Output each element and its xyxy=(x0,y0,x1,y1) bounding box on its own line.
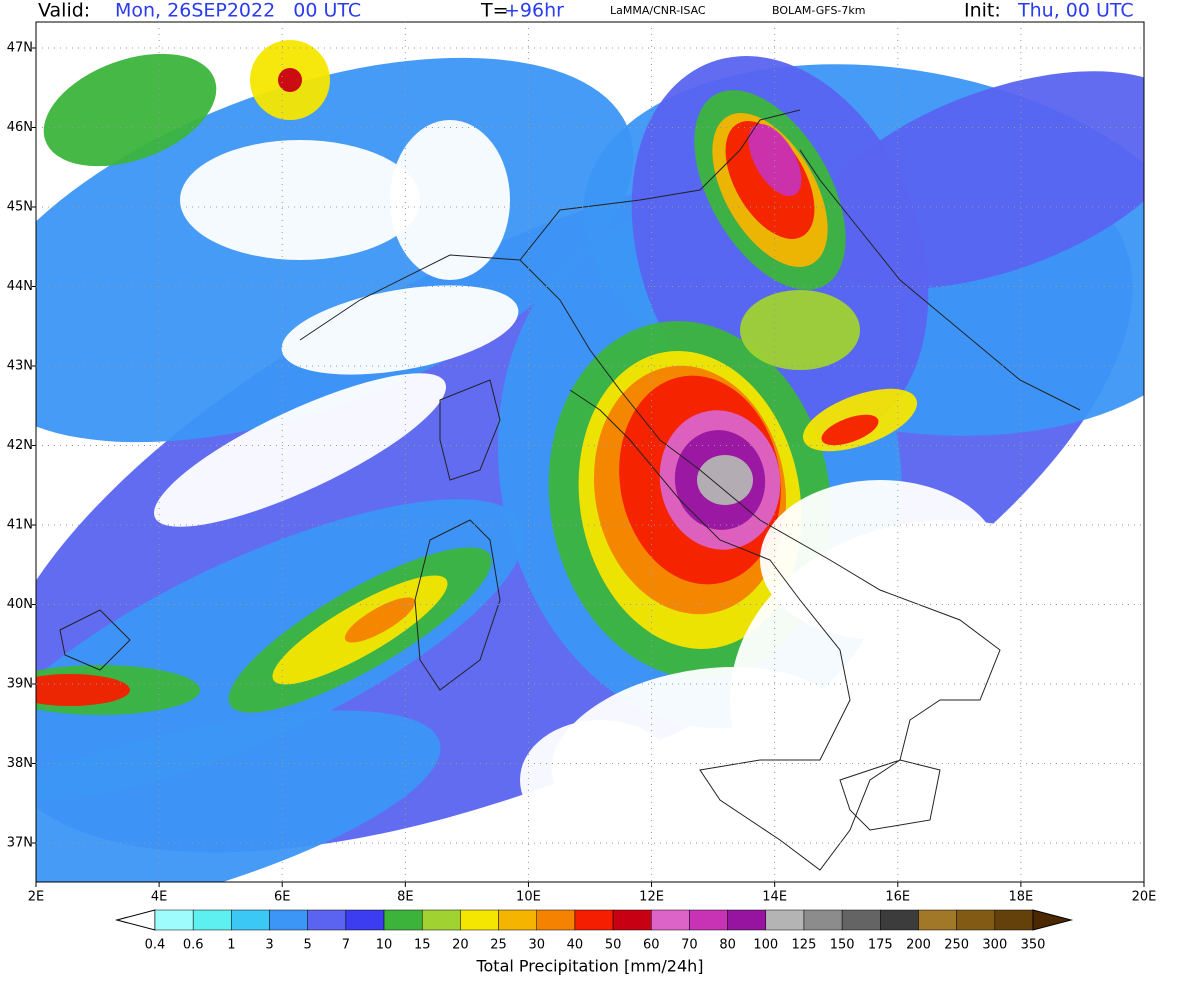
legend-tick-label: 175 xyxy=(868,938,893,953)
legend-swatch xyxy=(612,909,652,931)
legend-swatch xyxy=(918,909,957,931)
valid-value: Mon, 26SEP2022 00 UTC xyxy=(115,0,361,22)
lon-tick-label: 16E xyxy=(885,890,910,905)
legend-arrow-low xyxy=(114,909,156,931)
legend-tick-label: 150 xyxy=(830,938,855,953)
lon-tick-label: 10E xyxy=(516,890,541,905)
legend-swatch xyxy=(956,909,996,931)
lat-tick-label: 47N xyxy=(7,41,33,56)
precip-area xyxy=(36,710,441,882)
precip-area xyxy=(344,597,416,643)
legend-swatch xyxy=(841,909,881,931)
legend-swatch xyxy=(574,909,614,931)
lat-tick-label: 42N xyxy=(7,438,33,453)
lat-tick-label: 44N xyxy=(7,279,33,294)
legend-title: Total Precipitation [mm/24h] xyxy=(475,957,703,976)
legend-swatch xyxy=(154,909,194,931)
legend-tick-label: 250 xyxy=(944,938,969,953)
legend-tick-label: 1 xyxy=(227,938,235,953)
legend-swatch xyxy=(192,909,232,931)
legend-swatch xyxy=(536,909,576,931)
legend-tick-label: 7 xyxy=(342,938,350,953)
precip-area xyxy=(760,480,1000,640)
lat-tick-label: 46N xyxy=(7,120,33,135)
legend-swatch xyxy=(498,909,537,931)
lat-tick-label: 38N xyxy=(7,756,33,771)
lon-tick-label: 12E xyxy=(639,890,664,905)
precip-area xyxy=(740,290,860,370)
precip-area xyxy=(821,414,879,446)
lat-tick-label: 45N xyxy=(7,200,33,215)
legend-tick-label: 300 xyxy=(982,938,1007,953)
legend-swatch xyxy=(765,909,805,931)
legend-swatch xyxy=(880,909,919,931)
legend-tick-label: 30 xyxy=(528,938,545,953)
legend-swatch xyxy=(307,909,347,931)
lon-tick-label: 18E xyxy=(1009,890,1034,905)
legend-tick-label: 5 xyxy=(304,938,312,953)
precip-area xyxy=(390,120,510,280)
lat-tick-label: 37N xyxy=(7,836,33,851)
legend-tick-label: 10 xyxy=(376,938,393,953)
legend-swatch xyxy=(994,909,1034,931)
legend-tick-label: 25 xyxy=(490,938,507,953)
valid-label: Valid: xyxy=(38,0,90,22)
legend-tick-label: 60 xyxy=(643,938,660,953)
lat-tick-label: 39N xyxy=(7,677,33,692)
source: LaMMA/CNR-ISAC xyxy=(610,4,706,17)
legend-swatch xyxy=(383,909,423,931)
lat-tick-label: 40N xyxy=(7,597,33,612)
legend-tick-label: 40 xyxy=(567,938,584,953)
init-label: Init: xyxy=(964,0,1001,22)
model: BOLAM-GFS-7km xyxy=(772,4,865,17)
precip-area xyxy=(154,373,446,527)
legend-tick-label: 200 xyxy=(906,938,931,953)
init-value: Thu, 00 UTC xyxy=(1017,0,1134,22)
legend-swatch xyxy=(651,909,690,931)
legend-swatch xyxy=(269,909,308,931)
legend-tick-label: 50 xyxy=(605,938,622,953)
legend-arrow-high xyxy=(1032,909,1074,931)
lon-tick-label: 6E xyxy=(274,890,291,905)
precip-area xyxy=(43,53,217,167)
lon-tick-label: 4E xyxy=(151,890,168,905)
legend-tick-label: 3 xyxy=(265,938,273,953)
legend-tick-label: 70 xyxy=(681,938,698,953)
legend-tick-label: 15 xyxy=(414,938,431,953)
coastlines xyxy=(59,109,1081,871)
precip-area xyxy=(697,455,753,505)
precip-area xyxy=(180,140,420,260)
legend-swatch xyxy=(345,909,385,931)
precip-area xyxy=(281,285,519,375)
legend-tick-label: 100 xyxy=(753,938,778,953)
lon-tick-label: 20E xyxy=(1132,890,1157,905)
legend-tick-label: 0.6 xyxy=(183,938,204,953)
lon-tick-label: 2E xyxy=(28,890,45,905)
legend-tick-label: 350 xyxy=(1021,938,1046,953)
legend-swatch xyxy=(803,909,843,931)
header: Valid: Mon, 26SEP2022 00 UTC T= +96hr La… xyxy=(38,0,1134,22)
legend-tick-label: 80 xyxy=(719,938,736,953)
precip-area xyxy=(520,720,680,840)
lead-value: +96hr xyxy=(504,0,564,22)
legend-tick-label: 20 xyxy=(452,938,469,953)
legend-tick-label: 125 xyxy=(792,938,817,953)
legend-swatch xyxy=(727,909,767,931)
legend-swatch xyxy=(421,909,461,931)
map-frame xyxy=(35,21,1145,883)
legend-tick-label: 0.4 xyxy=(145,938,166,953)
lon-tick-label: 14E xyxy=(762,890,787,905)
legend-swatch xyxy=(460,909,499,931)
lat-tick-label: 43N xyxy=(7,359,33,374)
legend-swatch xyxy=(231,909,270,931)
lead-label: T= xyxy=(480,0,509,22)
lat-tick-label: 41N xyxy=(7,518,33,533)
precip-area xyxy=(36,674,130,706)
lon-tick-label: 8E xyxy=(397,890,414,905)
legend-swatch xyxy=(689,909,728,931)
precip-area xyxy=(278,68,302,92)
